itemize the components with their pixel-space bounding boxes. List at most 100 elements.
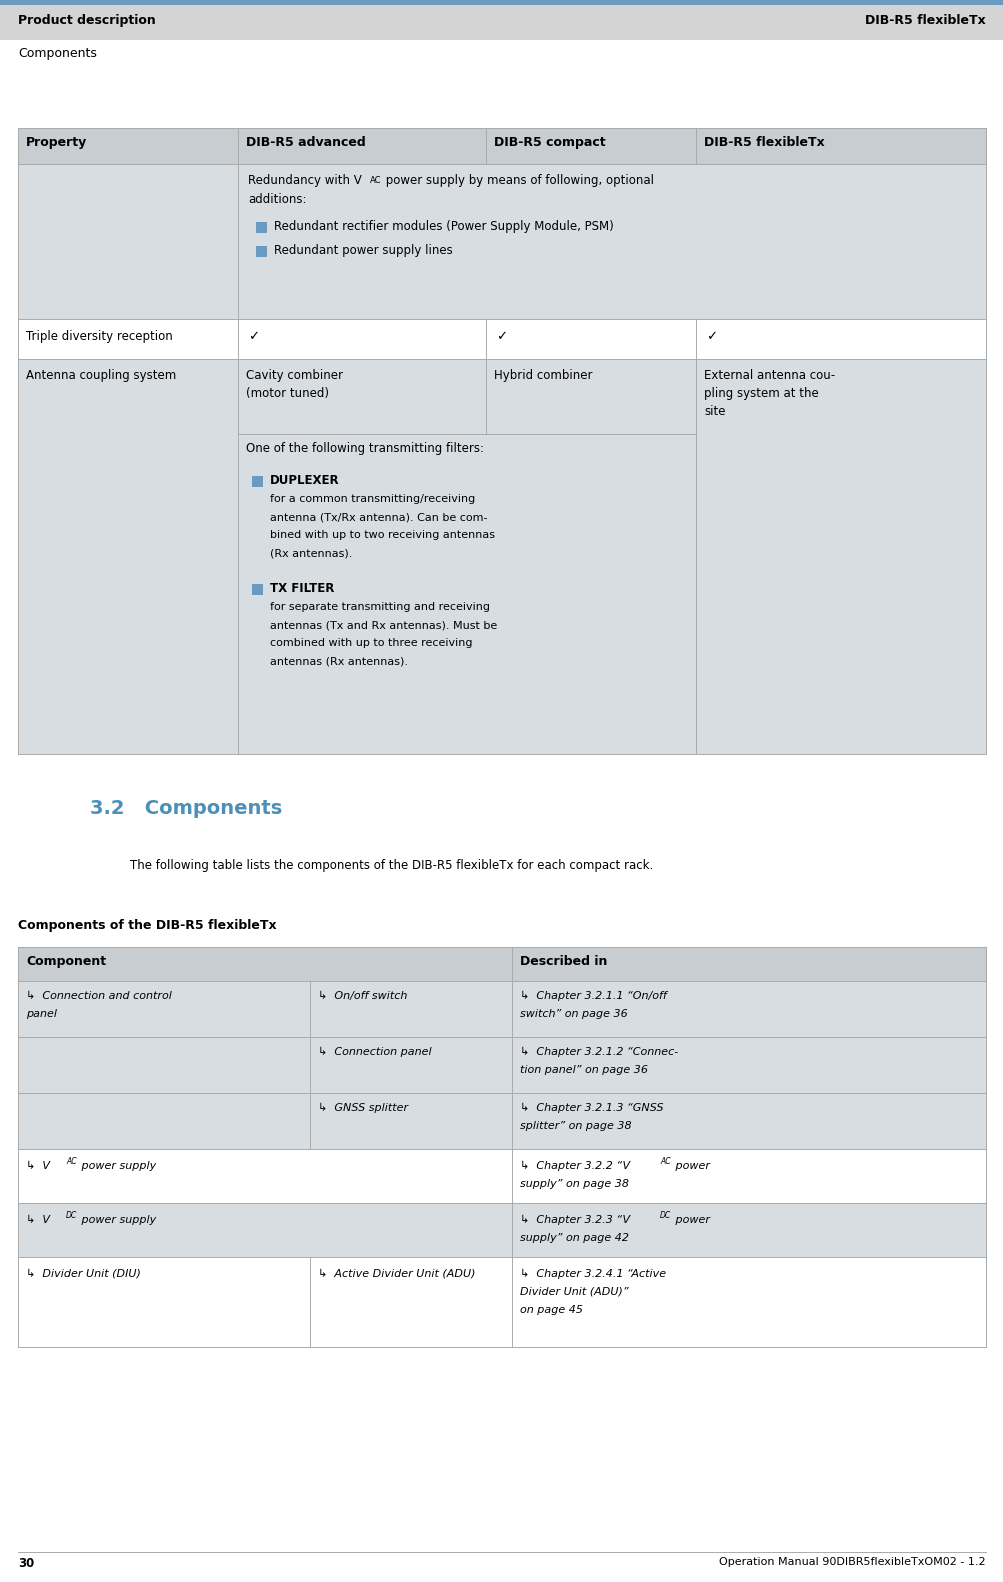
Text: Hybrid combiner: Hybrid combiner bbox=[493, 369, 592, 381]
Text: (motor tuned): (motor tuned) bbox=[246, 388, 329, 400]
Text: DIB-R5 advanced: DIB-R5 advanced bbox=[246, 136, 365, 149]
Bar bbox=[238, 359, 985, 755]
Text: ↳  Chapter 3.2.4.1 “Active: ↳ Chapter 3.2.4.1 “Active bbox=[520, 1269, 665, 1280]
Bar bbox=[512, 1093, 985, 1149]
Text: Divider Unit (ADU)”: Divider Unit (ADU)” bbox=[520, 1288, 628, 1297]
Bar bbox=[252, 584, 263, 595]
Text: ✓: ✓ bbox=[248, 331, 259, 343]
Bar bbox=[256, 245, 267, 256]
Text: panel: panel bbox=[26, 1009, 57, 1019]
Text: power: power bbox=[671, 1161, 709, 1171]
Bar bbox=[310, 1036, 512, 1093]
Text: Component: Component bbox=[26, 956, 106, 968]
Bar bbox=[18, 165, 238, 320]
Text: DIB-R5 compact: DIB-R5 compact bbox=[493, 136, 605, 149]
Text: AC: AC bbox=[66, 1156, 76, 1166]
Text: additions:: additions: bbox=[248, 193, 306, 206]
Text: AC: AC bbox=[659, 1156, 670, 1166]
Bar bbox=[18, 1258, 310, 1346]
Text: bined with up to two receiving antennas: bined with up to two receiving antennas bbox=[270, 530, 494, 539]
Text: The following table lists the components of the DIB-R5 flexibleTx for each compa: The following table lists the components… bbox=[129, 859, 653, 872]
Bar bbox=[18, 320, 238, 359]
Text: for a common transmitting/receiving: for a common transmitting/receiving bbox=[270, 494, 474, 505]
Bar bbox=[310, 1093, 512, 1149]
Bar bbox=[695, 320, 985, 359]
Text: ↳  V: ↳ V bbox=[26, 1161, 50, 1171]
Text: Redundant power supply lines: Redundant power supply lines bbox=[274, 244, 452, 256]
Text: power supply: power supply bbox=[78, 1161, 156, 1171]
Bar bbox=[0, 0, 1003, 5]
Text: ↳  Chapter 3.2.1.3 “GNSS: ↳ Chapter 3.2.1.3 “GNSS bbox=[520, 1103, 663, 1114]
Text: ↳  Connection and control: ↳ Connection and control bbox=[26, 990, 172, 1001]
Text: antenna (Tx/Rx antenna). Can be com-: antenna (Tx/Rx antenna). Can be com- bbox=[270, 513, 487, 522]
Text: Redundancy with V: Redundancy with V bbox=[248, 174, 361, 187]
Text: ↳  Chapter 3.2.3 “V: ↳ Chapter 3.2.3 “V bbox=[520, 1215, 630, 1226]
Bar bbox=[252, 476, 263, 487]
Text: DIB-R5 flexibleTx: DIB-R5 flexibleTx bbox=[865, 14, 985, 27]
Text: ↳  V: ↳ V bbox=[26, 1215, 50, 1224]
Text: One of the following transmitting filters:: One of the following transmitting filter… bbox=[246, 441, 483, 456]
Text: Components: Components bbox=[18, 47, 96, 60]
Text: DUPLEXER: DUPLEXER bbox=[270, 475, 339, 487]
Text: Property: Property bbox=[26, 136, 87, 149]
Text: tion panel” on page 36: tion panel” on page 36 bbox=[520, 1065, 647, 1076]
Bar bbox=[238, 320, 485, 359]
Text: Redundant rectifier modules (Power Supply Module, PSM): Redundant rectifier modules (Power Suppl… bbox=[274, 220, 613, 233]
Text: Antenna coupling system: Antenna coupling system bbox=[26, 369, 177, 381]
Text: AC: AC bbox=[370, 176, 381, 185]
Text: supply” on page 38: supply” on page 38 bbox=[520, 1179, 628, 1190]
Bar bbox=[18, 128, 985, 165]
Bar bbox=[0, 43, 1003, 73]
Bar bbox=[238, 359, 485, 433]
Bar bbox=[256, 221, 267, 233]
Text: antennas (Tx and Rx antennas). Must be: antennas (Tx and Rx antennas). Must be bbox=[270, 620, 496, 630]
Bar bbox=[512, 1036, 985, 1093]
Bar bbox=[310, 981, 512, 1036]
Text: ↳  GNSS splitter: ↳ GNSS splitter bbox=[318, 1103, 407, 1114]
Text: for separate transmitting and receiving: for separate transmitting and receiving bbox=[270, 603, 489, 612]
Text: TX FILTER: TX FILTER bbox=[270, 582, 334, 595]
Text: 3.2   Components: 3.2 Components bbox=[90, 799, 282, 818]
Text: pling system at the: pling system at the bbox=[703, 388, 817, 400]
Text: (Rx antennas).: (Rx antennas). bbox=[270, 547, 352, 558]
Bar bbox=[18, 1202, 985, 1258]
Text: ↳  Chapter 3.2.1.1 “On/off: ↳ Chapter 3.2.1.1 “On/off bbox=[520, 990, 666, 1001]
Text: power supply: power supply bbox=[78, 1215, 156, 1224]
Text: combined with up to three receiving: combined with up to three receiving bbox=[270, 638, 472, 649]
Text: Operation Manual 90DIBR5flexibleTxOM02 - 1.2: Operation Manual 90DIBR5flexibleTxOM02 -… bbox=[719, 1557, 985, 1568]
Text: supply” on page 42: supply” on page 42 bbox=[520, 1232, 628, 1243]
Bar bbox=[512, 1258, 985, 1346]
Text: External antenna cou-: External antenna cou- bbox=[703, 369, 834, 381]
Text: ↳  Active Divider Unit (ADU): ↳ Active Divider Unit (ADU) bbox=[318, 1269, 475, 1278]
Bar bbox=[310, 1258, 512, 1346]
Bar bbox=[485, 359, 695, 433]
Bar bbox=[238, 165, 985, 320]
Bar bbox=[18, 948, 985, 981]
Text: Components of the DIB-R5 flexibleTx: Components of the DIB-R5 flexibleTx bbox=[18, 919, 277, 932]
Text: DC: DC bbox=[659, 1210, 671, 1220]
Text: Product description: Product description bbox=[18, 14, 155, 27]
Bar bbox=[18, 981, 310, 1149]
Text: switch” on page 36: switch” on page 36 bbox=[520, 1009, 627, 1019]
Text: splitter” on page 38: splitter” on page 38 bbox=[520, 1122, 631, 1131]
Text: antennas (Rx antennas).: antennas (Rx antennas). bbox=[270, 657, 407, 666]
Bar bbox=[695, 359, 985, 755]
Text: DC: DC bbox=[66, 1210, 77, 1220]
Text: DIB-R5 flexibleTx: DIB-R5 flexibleTx bbox=[703, 136, 823, 149]
Text: on page 45: on page 45 bbox=[520, 1305, 583, 1315]
Text: power: power bbox=[671, 1215, 709, 1224]
Text: 30: 30 bbox=[18, 1557, 34, 1569]
Text: ↳  Chapter 3.2.2 “V: ↳ Chapter 3.2.2 “V bbox=[520, 1161, 630, 1171]
Bar bbox=[18, 359, 238, 755]
Text: ✓: ✓ bbox=[495, 331, 507, 343]
Text: ↳  Divider Unit (DIU): ↳ Divider Unit (DIU) bbox=[26, 1269, 140, 1278]
Bar bbox=[18, 1149, 985, 1202]
Text: ↳  Connection panel: ↳ Connection panel bbox=[318, 1047, 431, 1057]
Bar bbox=[512, 981, 985, 1036]
Text: power supply by means of following, optional: power supply by means of following, opti… bbox=[381, 174, 653, 187]
Text: Described in: Described in bbox=[520, 956, 607, 968]
Text: Cavity combiner: Cavity combiner bbox=[246, 369, 343, 381]
Bar bbox=[485, 320, 695, 359]
Text: ✓: ✓ bbox=[705, 331, 716, 343]
Bar bbox=[0, 5, 1003, 40]
